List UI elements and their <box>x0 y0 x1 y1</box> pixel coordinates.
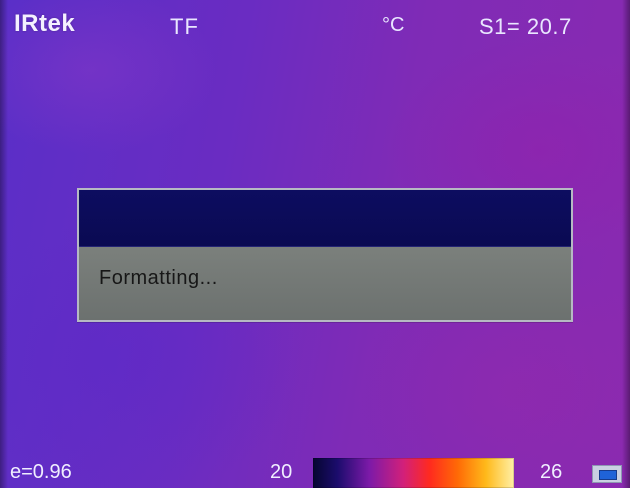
temperature-color-scale <box>313 458 514 488</box>
emissivity-readout: e=0.96 <box>10 461 72 483</box>
spot-temperature-readout: S1= 20.7 <box>479 14 572 39</box>
scale-min-label: 20 <box>270 461 293 483</box>
top-hud: IRtek TF °C S1= 20.7 <box>0 0 630 48</box>
brand-logo: IRtek <box>14 10 76 37</box>
mode-label: TF <box>170 14 199 39</box>
formatting-dialog: Formatting... <box>77 188 573 322</box>
temperature-unit: °C <box>382 14 405 36</box>
dialog-body: Formatting... <box>79 247 571 320</box>
bottom-hud: e=0.96 20 26 <box>0 446 630 488</box>
scale-max-label: 26 <box>540 461 563 483</box>
dialog-message: Formatting... <box>99 267 218 289</box>
storage-indicator-fill <box>599 470 617 480</box>
dialog-titlebar <box>79 190 571 247</box>
storage-indicator-icon <box>592 465 622 483</box>
screen-edge-right <box>622 0 630 488</box>
screen-edge-left <box>0 0 8 488</box>
